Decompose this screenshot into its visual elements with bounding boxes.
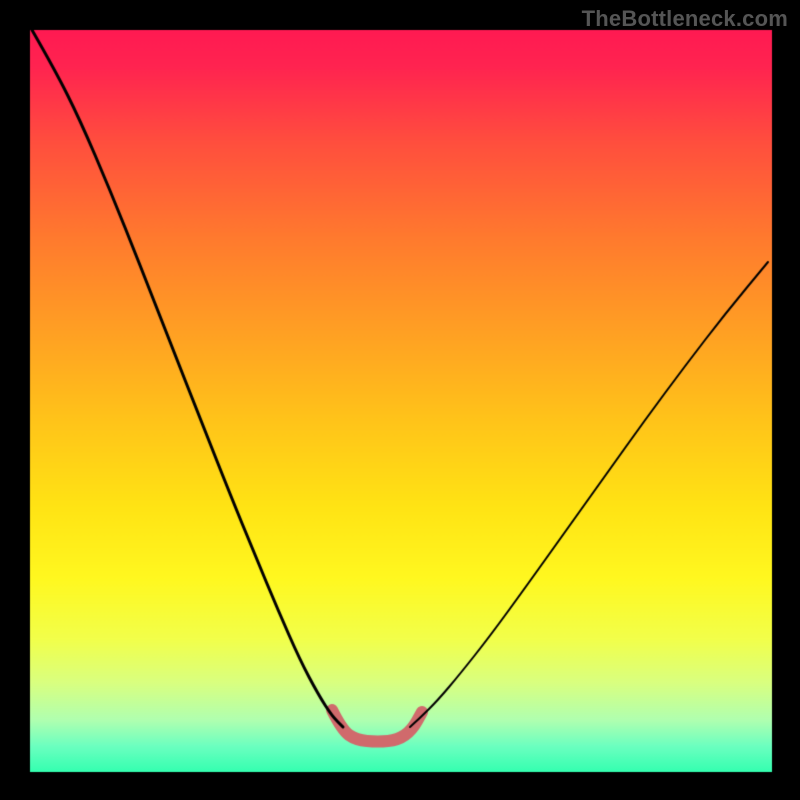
watermark-label: TheBottleneck.com bbox=[582, 6, 788, 32]
chart-container: TheBottleneck.com bbox=[0, 0, 800, 800]
bottleneck-curve-chart bbox=[0, 0, 800, 800]
